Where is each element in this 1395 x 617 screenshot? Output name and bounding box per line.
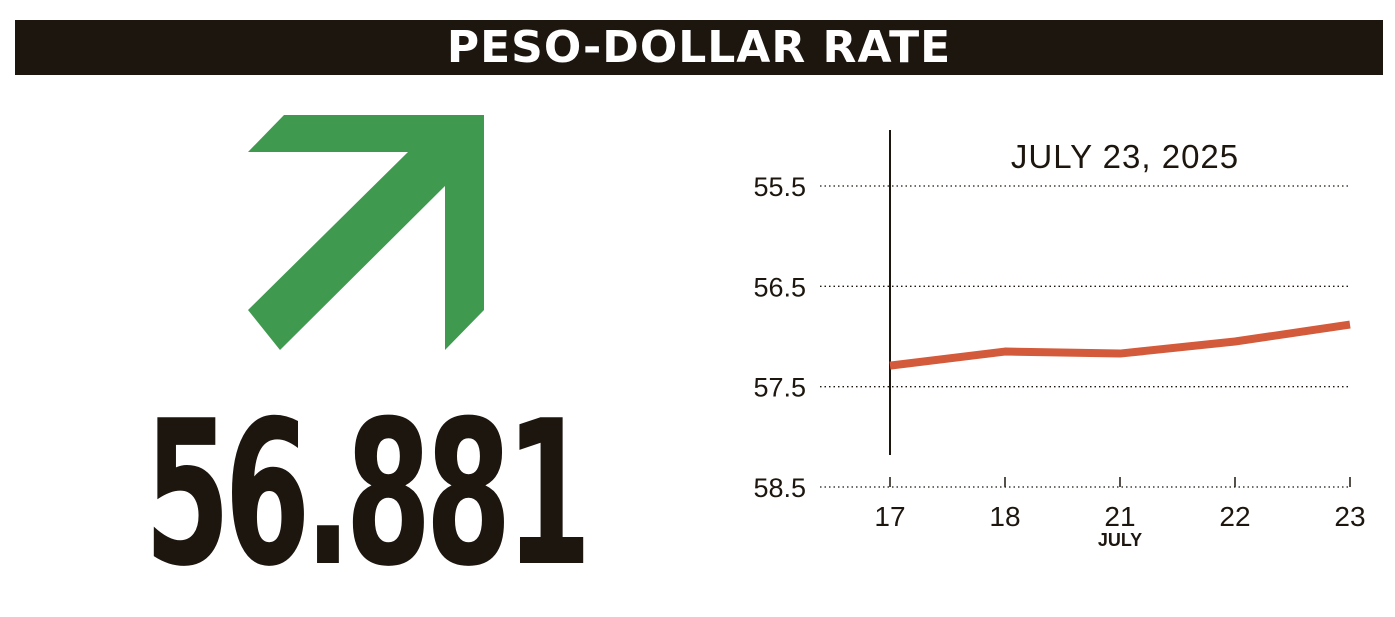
up-arrow-icon <box>240 112 490 357</box>
rate-display: 56.881 <box>130 360 600 600</box>
y-tick-label: 57.5 <box>753 373 806 403</box>
x-tick-label: 22 <box>1219 501 1250 532</box>
x-tick-label: 21 <box>1104 501 1135 532</box>
x-axis-label: JULY <box>1098 530 1142 550</box>
series-line <box>889 320 1351 370</box>
line-chart: 55.5 56.5 57.5 58.5 17 18 21 22 23 JULY JULY 23, 2… <box>753 130 1366 550</box>
rate-chart: 55.5 56.5 57.5 58.5 17 18 21 22 23 JULY JULY 23, 2… <box>720 110 1390 570</box>
up-arrow-shape <box>248 115 484 350</box>
y-tick-label: 56.5 <box>753 272 806 302</box>
title-bar: PESO-DOLLAR RATE <box>15 20 1383 75</box>
page-title: PESO-DOLLAR RATE <box>446 22 952 73</box>
x-tick-label: 17 <box>874 501 905 532</box>
rate-value: 56.881 <box>144 378 592 611</box>
x-tick-label: 18 <box>989 501 1020 532</box>
chart-title: JULY 23, 2025 <box>1011 138 1239 175</box>
y-tick-label: 58.5 <box>753 473 806 503</box>
x-tick-label: 23 <box>1334 501 1365 532</box>
y-tick-label: 55.5 <box>753 172 806 202</box>
